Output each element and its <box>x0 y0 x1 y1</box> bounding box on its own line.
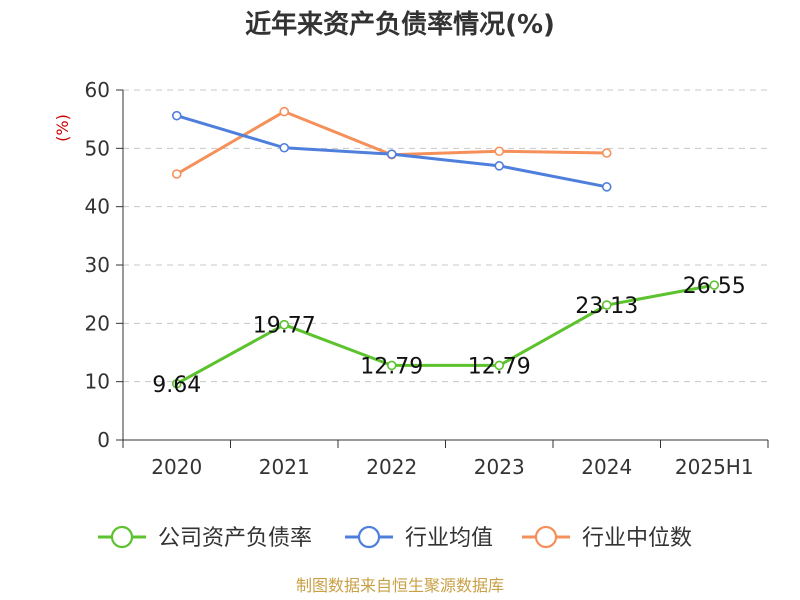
y-tick-label: 60 <box>85 78 110 102</box>
data-labels: 9.64 19.77 12.79 12.79 23.13 26.55 <box>152 274 745 398</box>
y-tick-label: 0 <box>97 428 110 452</box>
legend-marker <box>357 525 381 549</box>
x-tick-label: 2025H1 <box>675 455 754 479</box>
legend-label: 公司资产负债率 <box>158 526 312 551</box>
series-line <box>175 110 607 176</box>
data-point <box>601 300 612 310</box>
y-tick-label: 40 <box>85 195 110 219</box>
data-label: 19.77 <box>253 314 316 339</box>
data-point <box>171 378 182 389</box>
data-label: 12.79 <box>360 354 423 379</box>
legend-marker <box>534 525 558 549</box>
legend-label: 行业中位数 <box>582 526 692 551</box>
data-point <box>601 148 612 158</box>
legend-label: 行业均值 <box>405 526 493 551</box>
data-point <box>386 360 397 371</box>
data-point <box>279 319 290 330</box>
data-label: 12.79 <box>468 354 531 379</box>
x-tick-label: 2022 <box>366 455 417 479</box>
data-point <box>386 149 397 159</box>
x-tick-label: 2021 <box>259 455 310 479</box>
legend: 公司资产负债率 行业均值 行业中位数 <box>98 525 692 551</box>
data-point <box>494 360 505 371</box>
y-tick-label: 50 <box>85 136 110 160</box>
y-axis-unit: (%) <box>53 114 72 142</box>
legend-marker <box>110 525 134 549</box>
axes: 0 10 20 30 40 50 60 2020 2021 2022 2023 2024 2025H1 <box>85 78 769 479</box>
series-layer <box>171 106 720 389</box>
x-tick-label: 2023 <box>474 455 525 479</box>
y-tick-label: 20 <box>85 311 110 335</box>
grid-lines <box>123 89 768 383</box>
data-point <box>494 146 505 157</box>
source-note: 制图数据来自恒生聚源数据库 <box>296 576 504 595</box>
data-point <box>601 182 612 192</box>
data-label: 9.64 <box>152 373 201 398</box>
y-tick-label: 10 <box>85 370 110 394</box>
x-tick-label: 2020 <box>151 455 202 479</box>
y-tick-label: 30 <box>85 253 110 277</box>
x-tick-label: 2024 <box>581 455 632 479</box>
data-point <box>494 161 505 171</box>
data-point <box>171 169 182 179</box>
data-label: 26.55 <box>683 274 746 299</box>
data-point <box>709 280 720 290</box>
data-point <box>171 110 182 121</box>
data-point <box>279 142 290 153</box>
series-line <box>176 283 715 386</box>
data-label: 23.13 <box>575 294 638 319</box>
chart-title: 近年来资产负债率情况(%) <box>245 9 555 40</box>
data-point <box>279 106 290 117</box>
